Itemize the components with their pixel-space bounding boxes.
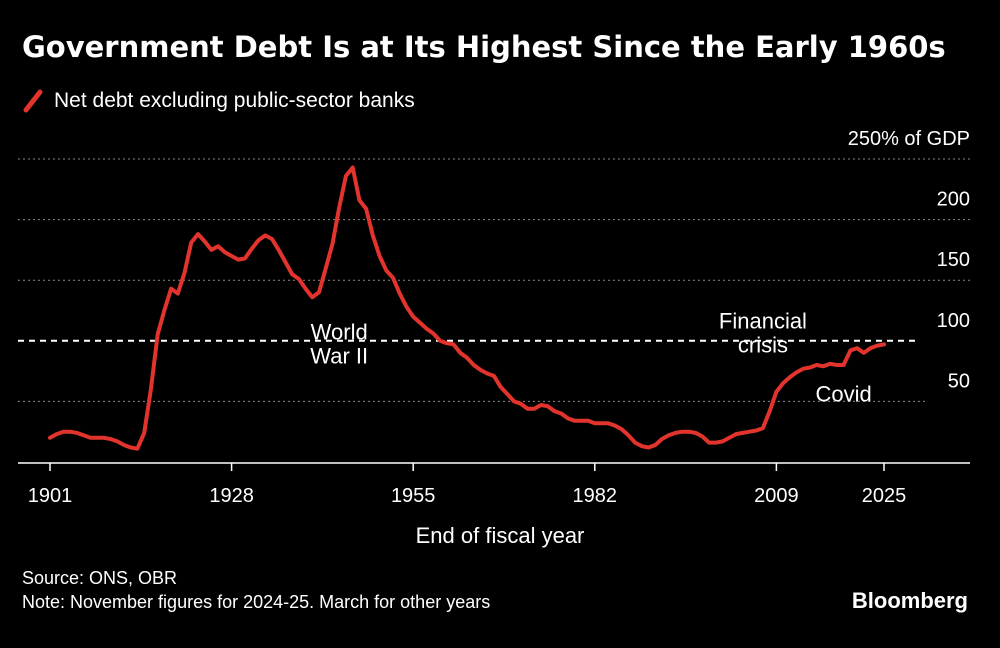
y-tick-label-150: 150 [937,249,970,271]
legend: Net debt excluding public-sector banks [22,88,415,114]
y-tick-label-200: 200 [937,189,970,211]
y-tick-label-50: 50 [948,370,970,392]
x-tick-label-1901: 1901 [28,485,73,507]
x-tick-label-1955: 1955 [391,485,436,507]
x-tick-label-2025: 2025 [862,485,907,507]
y-tick-label-100: 100 [937,310,970,332]
legend-swatch [23,89,43,113]
x-tick-label-1982: 1982 [573,485,618,507]
y-tick-label-250: 250% of GDP [848,128,970,150]
legend-label: Net debt excluding public-sector banks [54,89,415,112]
annotation-1-line-0: Financial [719,309,807,334]
x-tick-label-1928: 1928 [209,485,254,507]
source-note: Source: ONS, OBR [22,568,178,588]
y-axis-tick-labels: 50 100 150 200 250% of GDP [848,128,970,392]
series-line-net-debt [48,165,886,451]
x-tick-label-2009: 2009 [754,485,799,507]
footnote: Note: November figures for 2024-25. Marc… [22,592,491,612]
bloomberg-logo: Bloomberg [851,588,968,613]
annotation-0-line-0: World [311,320,368,345]
annotation-1-line-1: crisis [738,333,788,358]
x-axis: 1901 1928 1955 1982 2009 2025 [28,463,907,507]
x-axis-label: End of fiscal year [416,523,585,548]
annotation-0-line-1: War II [310,344,368,369]
chart-title: Government Debt Is at Its Highest Since … [22,30,946,64]
annotation-2-line-0: Covid [816,381,872,406]
